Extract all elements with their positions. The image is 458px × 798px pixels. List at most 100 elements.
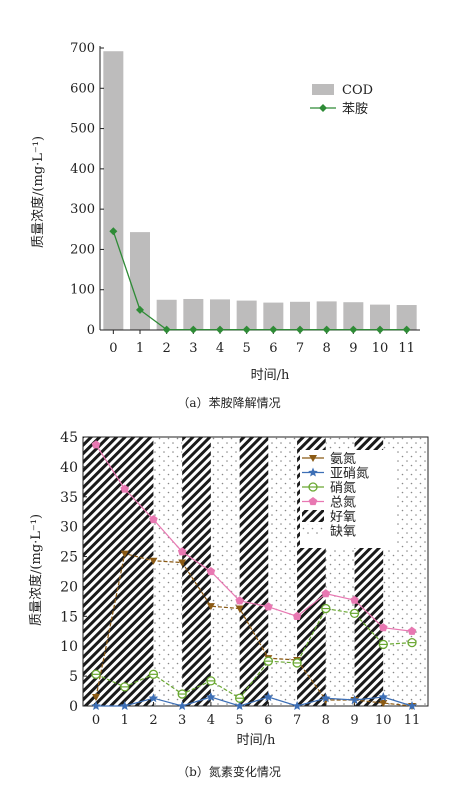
chart-b-x-tick-label: 0 [92,713,100,728]
chart-b-x-tick-label: 3 [178,713,186,728]
series-0-point-0 [92,694,100,702]
aniline-point-11 [402,325,411,334]
series-3-point-3 [177,547,187,556]
chart-b-y-axis-label: 质量浓度/(mg·L⁻¹) [28,514,44,626]
chart-b-x-axis-label: 时间/h [237,733,276,748]
chart-b-y-tick-label: 15 [60,609,78,625]
legend-phase-swatch-1 [302,524,324,537]
legend-phase-swatch-0 [302,510,324,522]
aniline-point-8 [322,325,331,334]
chart-b-y-tick-label: 0 [69,699,78,715]
chart-a-y-axis-label: 质量浓度/(mg·L⁻¹) [30,136,46,248]
aniline-point-7 [296,325,304,334]
cod-bar-11 [396,305,417,330]
series-line-3 [95,444,413,632]
aniline-point-10 [376,325,384,334]
cod-bar-9 [343,302,364,330]
nitrogen-series [91,440,417,710]
phase-aerobic-2 [182,437,211,706]
phase-anoxic-5 [268,437,298,706]
chart-a-x-tick-label: 4 [216,341,224,356]
legend-label-1: 亚硝氮 [330,467,369,482]
chart-a-x-tick-label: 1 [136,341,144,356]
chart-b-x-tick-label: 7 [293,713,301,728]
aniline-point-3 [189,325,198,334]
chart-a-x-tick-label: 7 [296,341,304,356]
chart-b-y-tick-label: 30 [60,520,78,536]
legend-aniline-marker [319,104,327,112]
chart-a-x-axis-label: 时间/h [251,368,290,383]
chart-b-x-tick-label: 2 [149,713,157,728]
phase-aerobic-4 [239,437,269,706]
chart-a-y-tick-label: 700 [70,41,95,56]
legend-phase-label-0: 好氧 [330,510,356,525]
series-0-point-3 [178,559,187,567]
series-1-point-7 [292,701,302,710]
chart-a-y-tick-label: 0 [87,323,95,338]
series-3-point-7 [292,611,302,620]
series-3-point-11 [407,626,417,635]
chart-b-y-tick-label: 40 [60,460,78,476]
legend-cod-label: COD [342,83,373,98]
phase-anoxic-1 [153,437,183,706]
series-1-point-10 [378,692,388,702]
aniline-point-5 [242,325,251,334]
chart-b-x-tick-label: 4 [207,713,215,728]
chart-a-y-tick-label: 300 [70,202,95,217]
chart-b-y-tick-label: 35 [60,490,78,506]
chart-b-y-tick-label: 10 [60,639,78,655]
chart-a-x-tick-label: 11 [398,341,415,356]
series-0-point-2 [149,557,158,565]
chart-a-x-tick-label: 10 [372,341,389,356]
aniline-point-4 [216,325,224,334]
series-1-point-8 [321,693,331,703]
series-line-1 [96,696,413,707]
series-0-point-10 [379,700,388,708]
chart-b-caption: （b）氮素变化情况 [177,764,281,779]
chart-a-x-tick-label: 2 [163,341,171,356]
series-1-point-0 [91,701,101,710]
legend-label-0: 氨氮 [330,452,356,467]
series-3-point-0 [91,440,101,449]
series-0-point-4 [206,603,215,611]
cod-bar-2 [156,299,177,330]
chart-b-x-tick-label: 10 [375,713,392,728]
legend-cod-swatch [312,84,334,95]
aniline-point-2 [162,325,171,334]
chart-b-x-tick-label: 5 [235,713,243,728]
series-1-point-3 [177,701,187,710]
chart-b-x-tick-label: 6 [264,713,272,728]
chart-a-x-tick-label: 3 [189,341,197,356]
legend-marker-0 [309,455,317,462]
cod-bar-0 [103,51,124,330]
series-0-point-1 [120,550,129,558]
cod-bar-7 [290,301,310,330]
chart-a-legend: COD 苯胺 [310,83,373,117]
chart-b-x-tick-label: 8 [322,713,330,728]
aniline-line [112,231,407,331]
legend-aniline-label: 苯胺 [342,102,368,117]
phase-anoxic-3 [210,437,240,706]
legend-label-2: 硝氮 [330,481,356,496]
series-1-point-9 [349,695,360,705]
legend-label-3: 总氮 [330,496,356,511]
series-3-point-2 [149,515,158,524]
chart-b-y-tick-label: 45 [60,430,78,446]
cod-bars [103,51,417,330]
series-3-point-10 [379,623,388,632]
chart-a-x-tick-label: 9 [349,341,357,356]
cod-bar-1 [130,232,150,330]
chart-a-y-tick-label: 100 [70,283,95,298]
series-1-point-4 [206,692,216,702]
cod-bar-6 [263,302,284,330]
series-3-point-4 [206,567,216,576]
aniline-point-6 [269,325,278,334]
legend-marker-3 [308,497,318,506]
chart-a-y-tick-label: 500 [70,122,95,137]
series-0-point-5 [235,605,244,613]
chart-a-x-tick-label: 0 [109,341,117,356]
cod-bar-4 [210,299,230,330]
